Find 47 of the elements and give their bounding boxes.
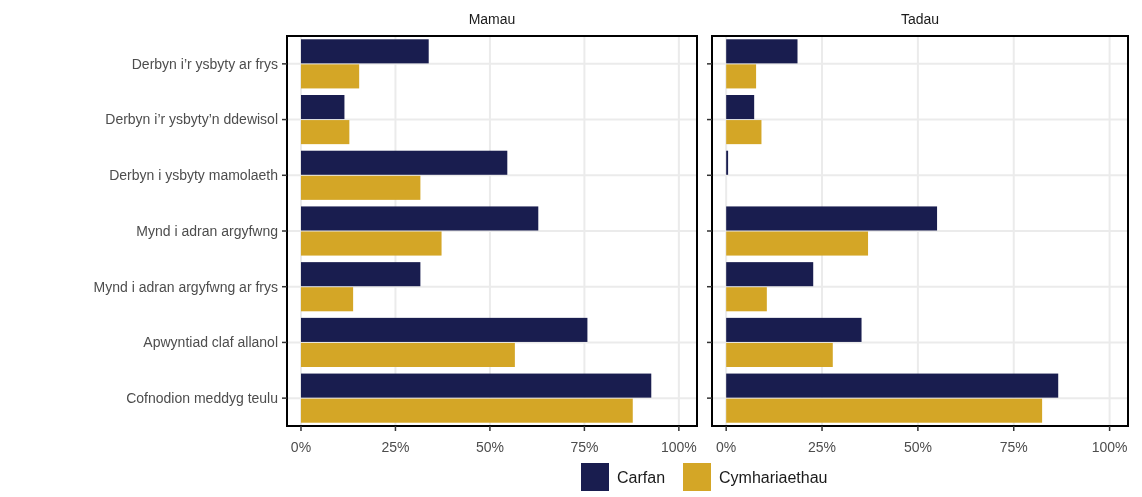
x-tick-label: 75% [999, 439, 1028, 455]
x-tick-label: 75% [570, 439, 599, 455]
bar [300, 206, 539, 231]
bar [726, 398, 1043, 423]
y-tick-label: Mynd i adran argyfwng ar frys [93, 278, 278, 295]
x-tick-label: 50% [475, 439, 504, 455]
legend-label: Carfan [617, 468, 666, 486]
bar [300, 398, 633, 423]
chart-title: Mamau [468, 11, 516, 27]
bar [726, 287, 767, 312]
bar [726, 95, 755, 120]
y-tick-label: Mynd i adran argyfwng [136, 222, 278, 239]
bar [300, 64, 360, 89]
bar [726, 39, 798, 64]
bar [726, 373, 1059, 398]
y-tick-label: Derbyn i’r ysbyty ar frys [131, 55, 278, 72]
chart-title: Tadau [900, 11, 940, 27]
bar [726, 317, 862, 342]
bar [726, 231, 869, 256]
bar [726, 262, 814, 287]
bar [300, 39, 429, 64]
bar [300, 231, 442, 256]
bar [300, 373, 652, 398]
bar [300, 175, 421, 200]
legend-label: Cymhariaethau [719, 468, 828, 486]
x-tick-label: 50% [903, 439, 932, 455]
x-tick-label: 25% [381, 439, 410, 455]
x-tick-label: 100% [1091, 439, 1128, 455]
bar [300, 95, 345, 120]
x-tick-label: 0% [290, 439, 312, 455]
x-tick-label: 100% [660, 439, 697, 455]
bar [300, 342, 515, 367]
y-tick-label: Apwyntiad claf allanol [143, 334, 278, 351]
y-tick-label: Derbyn i ysbyty mamolaeth [109, 167, 278, 184]
bar [300, 317, 588, 342]
bar [300, 287, 354, 312]
bar [726, 64, 757, 89]
y-tick-label: Cofnodion meddyg teulu [126, 390, 278, 407]
y-tick-label: Derbyn i’r ysbyty’n ddewisol [105, 111, 278, 128]
bar [726, 120, 762, 145]
bar [726, 206, 938, 231]
bar [300, 120, 350, 145]
bar [726, 342, 833, 367]
bar [300, 150, 508, 175]
x-tick-label: 0% [716, 439, 737, 455]
bar [300, 262, 421, 287]
x-tick-label: 25% [808, 439, 837, 455]
